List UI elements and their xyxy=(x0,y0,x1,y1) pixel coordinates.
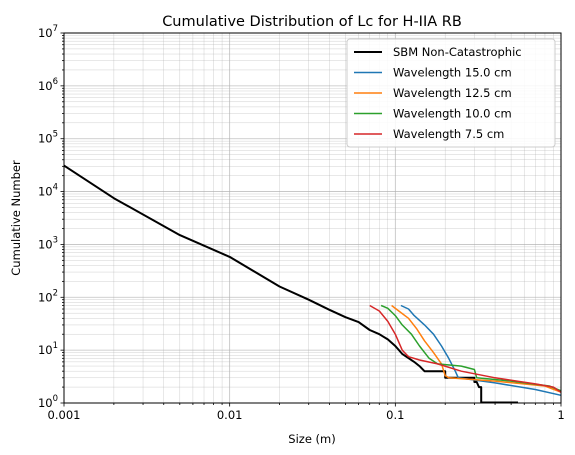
y-tick-label: 106 xyxy=(38,77,58,93)
y-tick-label: 102 xyxy=(38,288,58,304)
legend-label: Wavelength 7.5 cm xyxy=(393,127,504,141)
series-line xyxy=(369,304,562,393)
y-tick-label: 100 xyxy=(38,394,58,410)
plot-frame xyxy=(63,32,562,404)
legend-label: Wavelength 15.0 cm xyxy=(393,66,512,80)
x-axis-ticks: 0.001 0.01 0.1 1 xyxy=(48,403,565,422)
y-tick-label: 103 xyxy=(38,235,58,251)
y-tick-label: 101 xyxy=(38,341,58,357)
legend-label: Wavelength 12.5 cm xyxy=(393,86,512,100)
x-tick-label: 0.001 xyxy=(48,408,81,422)
x-tick-label: 0.1 xyxy=(386,408,404,422)
y-tick-label: 107 xyxy=(38,24,58,40)
series-line xyxy=(380,304,562,392)
legend: SBM Non-Catastrophic Wavelength 15.0 cm Wa… xyxy=(346,38,556,148)
legend-label: Wavelength 10.0 cm xyxy=(393,107,512,121)
y-axis-ticks: 100 101 102 103 104 105 106 107 xyxy=(38,24,64,410)
y-tick-label: 104 xyxy=(38,183,58,199)
legend-label: SBM Non-Catastrophic xyxy=(393,45,522,59)
y-tick-label: 105 xyxy=(38,130,58,146)
x-tick-label: 1 xyxy=(557,408,564,422)
series-lines xyxy=(63,164,562,404)
grid xyxy=(63,33,561,404)
x-tick-label: 0.01 xyxy=(217,408,243,422)
series-line xyxy=(63,164,518,404)
y-axis-label: Cumulative Number xyxy=(9,160,23,276)
x-axis-label: Size (m) xyxy=(288,432,335,446)
series-line xyxy=(391,304,562,393)
series-line xyxy=(400,304,562,397)
legend-box xyxy=(346,38,556,148)
chart-title: Cumulative Distribution of Lc for H-IIA … xyxy=(162,14,462,30)
